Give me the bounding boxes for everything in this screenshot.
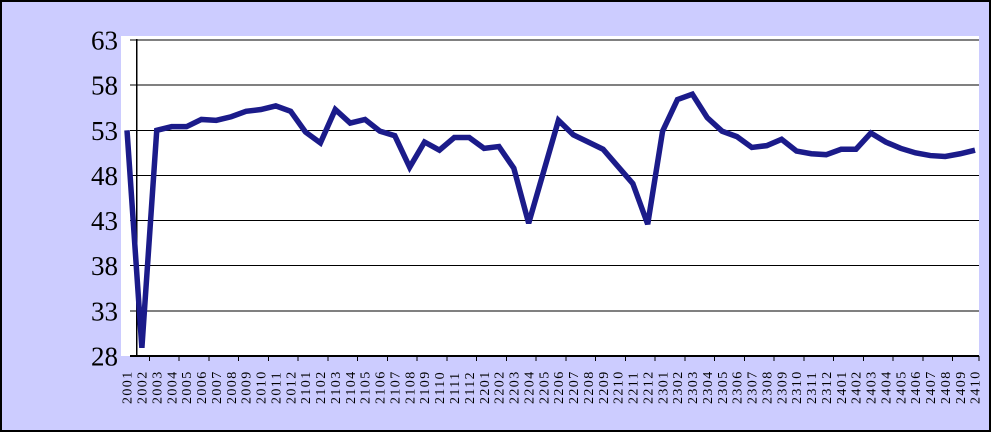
x-axis-tick-label: 2303 xyxy=(686,370,701,404)
x-axis-tick-label: 2106 xyxy=(374,370,389,404)
plot-area xyxy=(121,36,979,356)
x-axis-tick-label: 2306 xyxy=(731,370,746,404)
x-axis-tick-label: 2408 xyxy=(939,370,954,404)
x-axis-tick-label: 2011 xyxy=(269,371,284,404)
x-axis-tick-label: 2302 xyxy=(671,370,686,404)
data-series-line xyxy=(124,90,976,349)
x-axis-tick-label: 2208 xyxy=(582,370,597,404)
x-axis-tick-label: 2005 xyxy=(180,370,195,404)
x-axis-tick-label: 2403 xyxy=(865,370,880,404)
x-axis-tick-label: 2102 xyxy=(314,370,329,404)
y-axis-tick-label: 43 xyxy=(91,206,118,236)
x-axis-tick-label: 2001 xyxy=(121,370,136,404)
x-axis-tick-label: 2204 xyxy=(522,370,537,404)
x-axis-tick-label: 2312 xyxy=(820,370,835,404)
x-axis-tick-label: 2105 xyxy=(359,370,374,404)
x-axis-tick-label: 2201 xyxy=(478,370,493,404)
x-axis-tick-label: 2009 xyxy=(240,370,255,404)
x-axis-tick-label: 2404 xyxy=(879,370,894,404)
x-axis-tick-label: 2211 xyxy=(627,371,642,404)
x-axis-tick-label: 2305 xyxy=(716,370,731,404)
x-axis-tick-label: 2010 xyxy=(255,370,270,404)
x-axis-tick-label: 2004 xyxy=(165,370,180,404)
x-axis-tick-label: 2101 xyxy=(299,370,314,404)
x-axis-tick-label: 2206 xyxy=(552,370,567,404)
x-axis-tick-label: 2401 xyxy=(835,370,850,404)
x-axis-tick-label: 2103 xyxy=(329,370,344,404)
x-axis-tick-label: 2207 xyxy=(567,370,582,404)
x-axis-tick-label: 2309 xyxy=(775,370,790,404)
x-axis-tick-label: 2307 xyxy=(746,370,761,404)
x-axis-tick-label: 2002 xyxy=(136,370,151,404)
y-axis-tick-label: 53 xyxy=(91,116,118,146)
x-axis-tick-label: 2110 xyxy=(433,371,448,404)
x-axis-tick-label: 2007 xyxy=(210,370,225,404)
y-axis-tick-label: 58 xyxy=(91,71,118,101)
x-axis-tick-label: 2308 xyxy=(760,370,775,404)
y-axis-tick-label: 48 xyxy=(91,161,118,191)
x-axis-tick-label: 2405 xyxy=(894,370,909,404)
x-axis-tick-label: 2301 xyxy=(656,370,671,404)
x-axis-tick-label: 2202 xyxy=(493,370,508,404)
x-axis-tick-label: 2212 xyxy=(641,370,656,404)
x-axis-tick-label: 2205 xyxy=(537,370,552,404)
x-axis-tick-label: 2402 xyxy=(850,370,865,404)
x-axis-tick-label: 2008 xyxy=(225,370,240,404)
x-axis-tick-label: 2107 xyxy=(388,370,403,404)
x-axis-tick-label: 2112 xyxy=(463,371,478,404)
y-axis-tick-label: 28 xyxy=(91,342,118,372)
x-axis-tick-label: 2203 xyxy=(508,370,523,404)
y-axis-tick-label: 63 xyxy=(91,26,118,56)
x-axis-tick-label: 2006 xyxy=(195,370,210,404)
x-axis-tick-label: 2104 xyxy=(344,370,359,404)
y-axis-tick-label: 33 xyxy=(91,296,118,326)
x-axis-tick-label: 2407 xyxy=(924,370,939,404)
x-axis-tick-label: 2406 xyxy=(909,370,924,404)
x-axis-tick-label: 2310 xyxy=(790,370,805,404)
x-axis-tick-label: 2410 xyxy=(969,370,984,404)
x-axis-tick-label: 2003 xyxy=(150,370,165,404)
x-axis-tick-label: 2311 xyxy=(805,371,820,404)
x-axis-tick-label: 2409 xyxy=(954,370,969,404)
x-axis-tick-label: 2304 xyxy=(701,370,716,404)
x-axis-tick-label: 2012 xyxy=(284,370,299,404)
y-axis-tick-label: 38 xyxy=(91,251,118,281)
x-axis-tick-label: 2109 xyxy=(418,370,433,404)
x-axis-tick-label: 2108 xyxy=(403,370,418,404)
x-axis-tick-label: 2111 xyxy=(448,371,463,404)
x-axis-tick-label: 2210 xyxy=(612,370,627,404)
x-axis-tick-label: 2209 xyxy=(597,370,612,404)
